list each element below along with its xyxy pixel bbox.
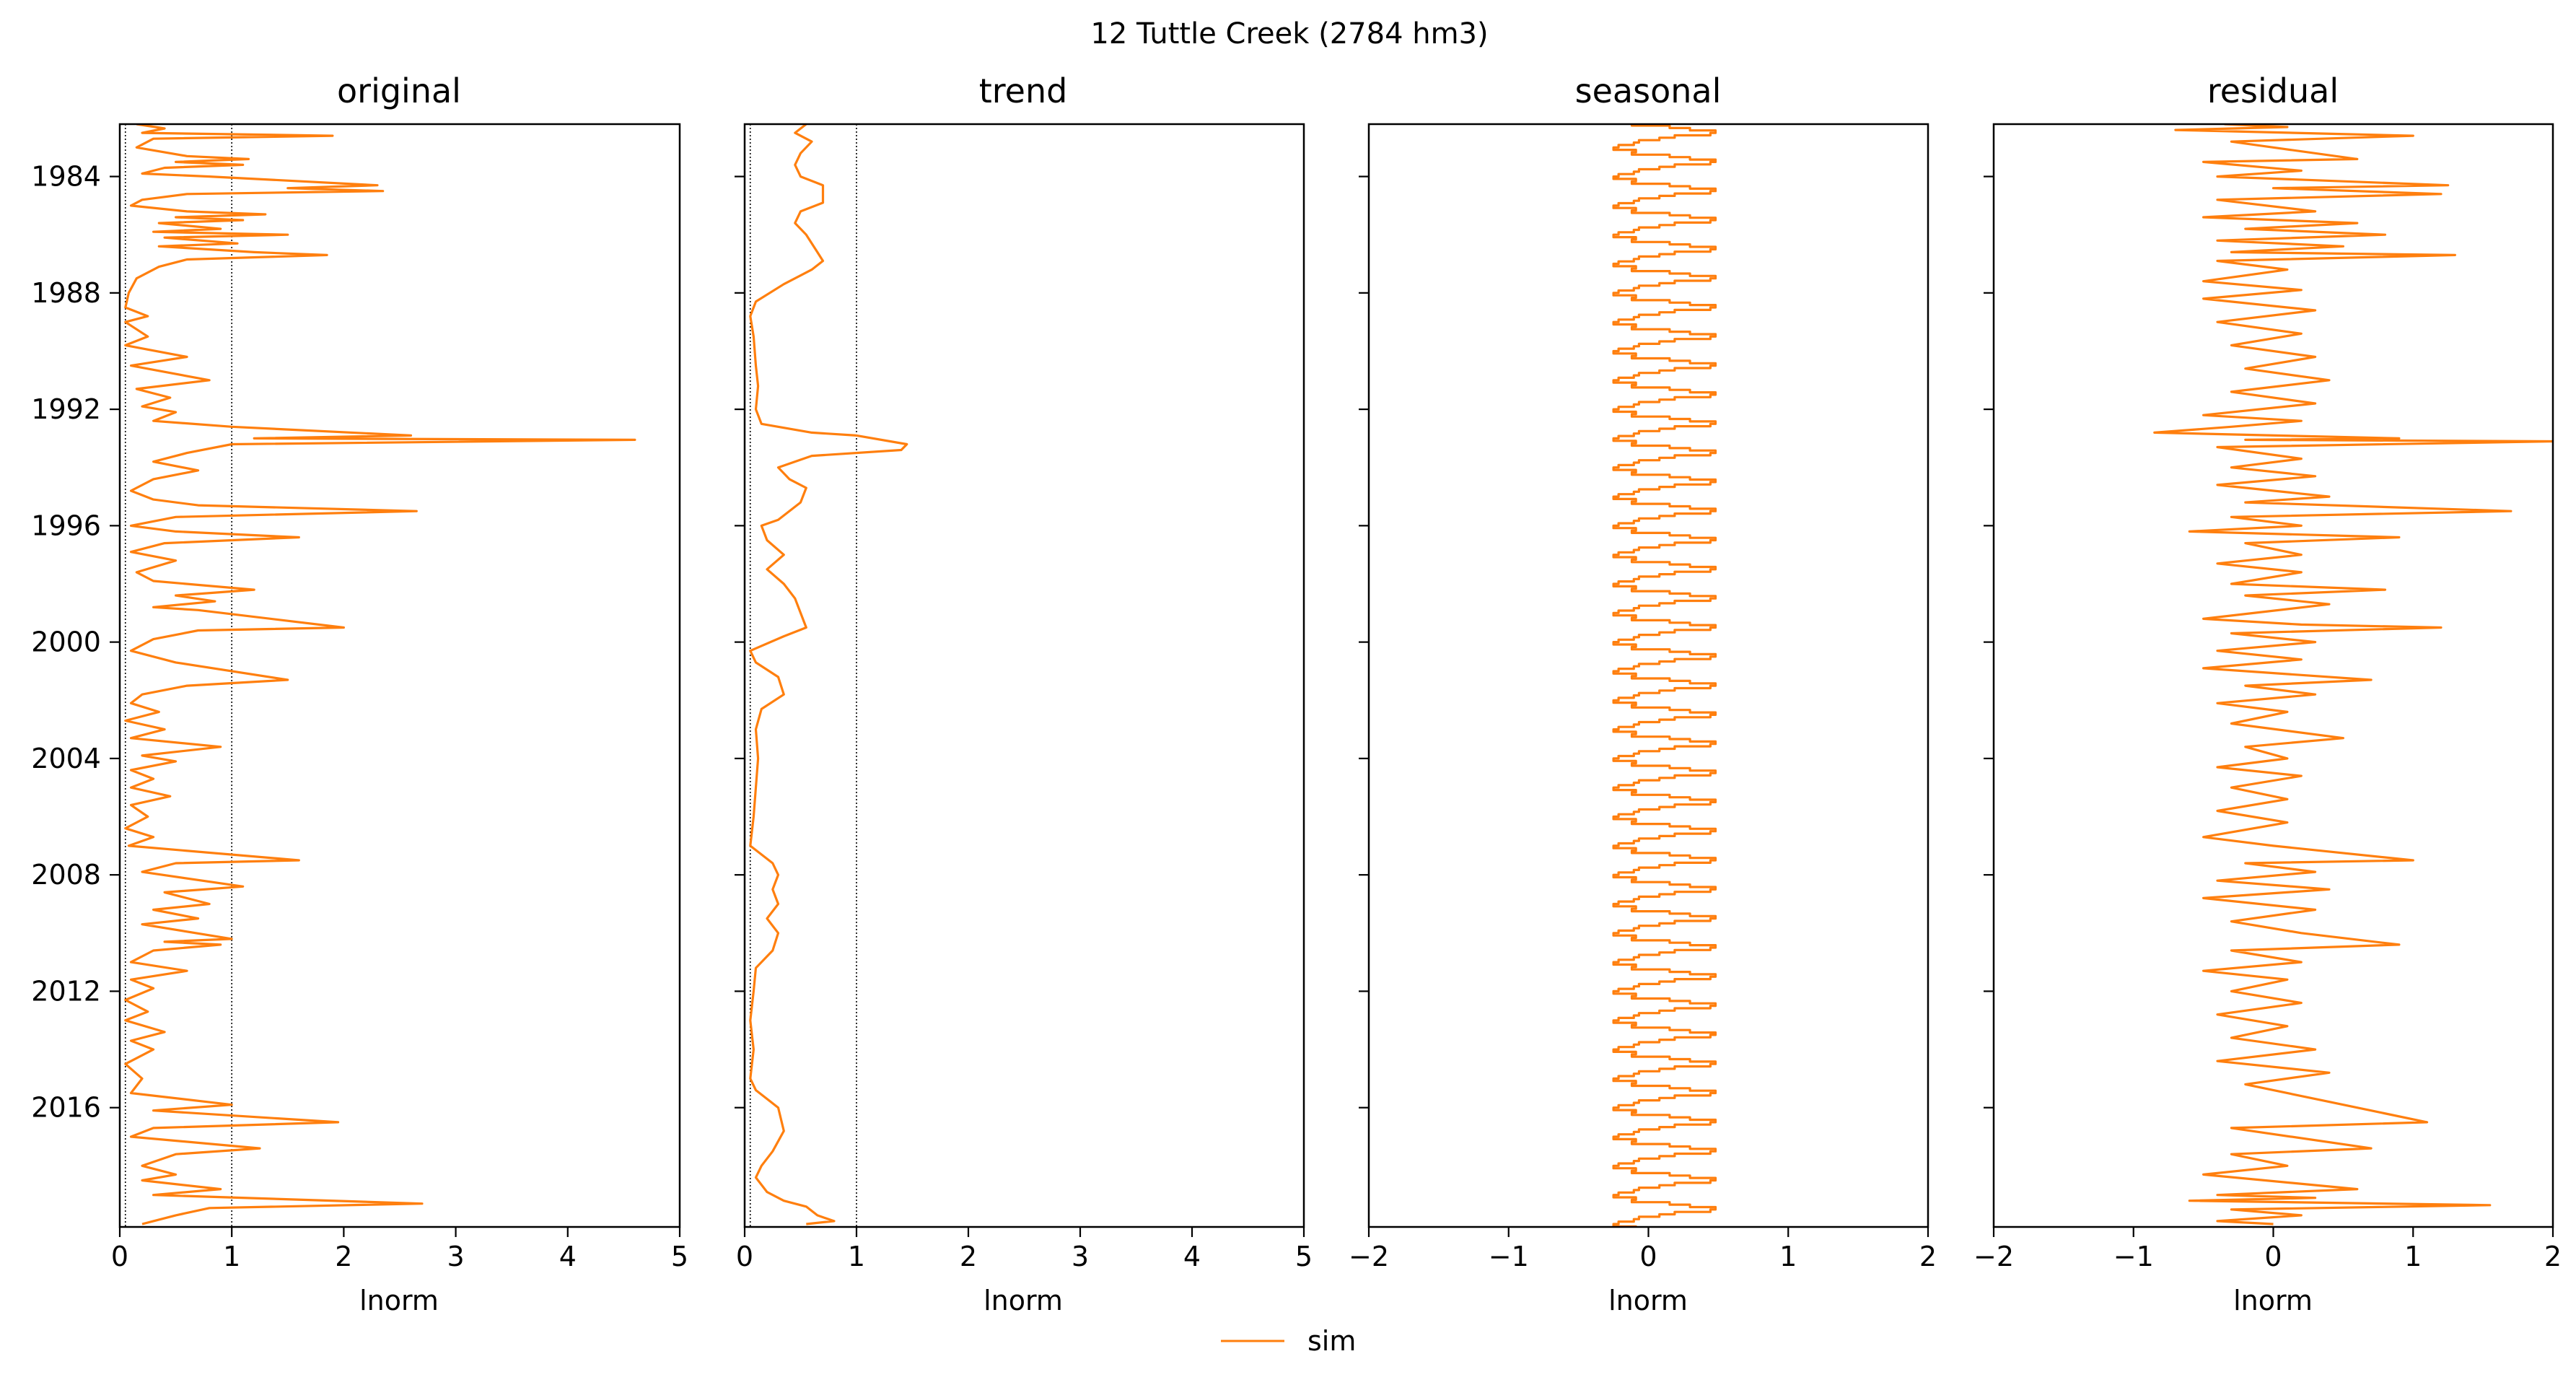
series-line-sim [2153, 124, 2553, 1225]
x-tick-label: −1 [2113, 1241, 2154, 1272]
y-tick-label: 1996 [31, 510, 101, 541]
plot-area: 0 1 2 3 4 5 [735, 123, 1313, 1272]
y-tick-label: 2012 [31, 975, 101, 1007]
x-tick-label: 4 [559, 1241, 577, 1272]
panel-seasonal: seasonal lnorm −2 −1 0 1 2 [1349, 71, 1937, 1316]
x-axis-label: lnorm [2233, 1285, 2313, 1316]
x-tick-label: 2 [1919, 1241, 1937, 1272]
panel-title: original [337, 71, 461, 110]
series-line-sim [1612, 124, 1717, 1227]
y-tick-label: 1988 [31, 277, 101, 309]
x-tick-label: 1 [223, 1241, 240, 1272]
y-tick-label: 1992 [31, 393, 101, 425]
x-tick-label: 1 [848, 1241, 865, 1272]
x-tick-label: 0 [111, 1241, 128, 1272]
x-axis-label: lnorm [1608, 1285, 1688, 1316]
panel-title: trend [979, 71, 1068, 110]
x-tick-label: 0 [1639, 1241, 1657, 1272]
y-tick-label: 1984 [31, 161, 101, 193]
x-tick-label: 1 [1779, 1241, 1797, 1272]
x-tick-label: 2 [2544, 1241, 2562, 1272]
series-line-sim [124, 124, 636, 1225]
y-tick-label: 2016 [31, 1092, 101, 1124]
x-tick-label: 5 [671, 1241, 688, 1272]
figure-suptitle: 12 Tuttle Creek (2784 hm3) [1090, 17, 1488, 51]
axes-frame [743, 123, 1305, 1228]
x-axis-label: lnorm [983, 1285, 1063, 1316]
x-tick-label: 2 [960, 1241, 977, 1272]
panel-original: original lnorm 0 1 2 3 4 5 1984 1988 1992 1996 200… [31, 71, 688, 1316]
panel-title: residual [2207, 71, 2339, 110]
x-tick-label: −2 [1349, 1241, 1389, 1272]
y-tick-label: 2008 [31, 859, 101, 891]
x-tick-label: 2 [335, 1241, 352, 1272]
legend: sim [1221, 1325, 1356, 1357]
series-line-sim [749, 124, 908, 1225]
x-tick-label: 5 [1295, 1241, 1313, 1272]
axes-frame [118, 123, 681, 1228]
panel-title: seasonal [1575, 71, 1722, 110]
x-tick-label: 0 [2264, 1241, 2282, 1272]
plot-area: −2 −1 0 1 2 [1973, 123, 2562, 1272]
x-tick-label: 4 [1183, 1241, 1201, 1272]
x-tick-label: −1 [1489, 1241, 1529, 1272]
legend-label: sim [1307, 1325, 1356, 1357]
y-tick-label: 2004 [31, 743, 101, 774]
x-tick-label: 3 [1072, 1241, 1089, 1272]
x-tick-label: −2 [1973, 1241, 2014, 1272]
y-tick-label: 2000 [31, 626, 101, 658]
x-tick-label: 3 [447, 1241, 465, 1272]
plot-area: −2 −1 0 1 2 [1349, 123, 1937, 1272]
panel-residual: residual lnorm −2 −1 0 1 2 [1973, 71, 2562, 1316]
x-tick-label: 1 [2404, 1241, 2422, 1272]
plot-area: 0 1 2 3 4 5 1984 1988 1992 1996 2000 2004 2008 2012 20… [31, 123, 688, 1272]
panel-trend: trend lnorm 0 1 2 3 4 5 [735, 71, 1313, 1316]
x-tick-label: 0 [736, 1241, 753, 1272]
x-axis-label: lnorm [359, 1285, 439, 1316]
